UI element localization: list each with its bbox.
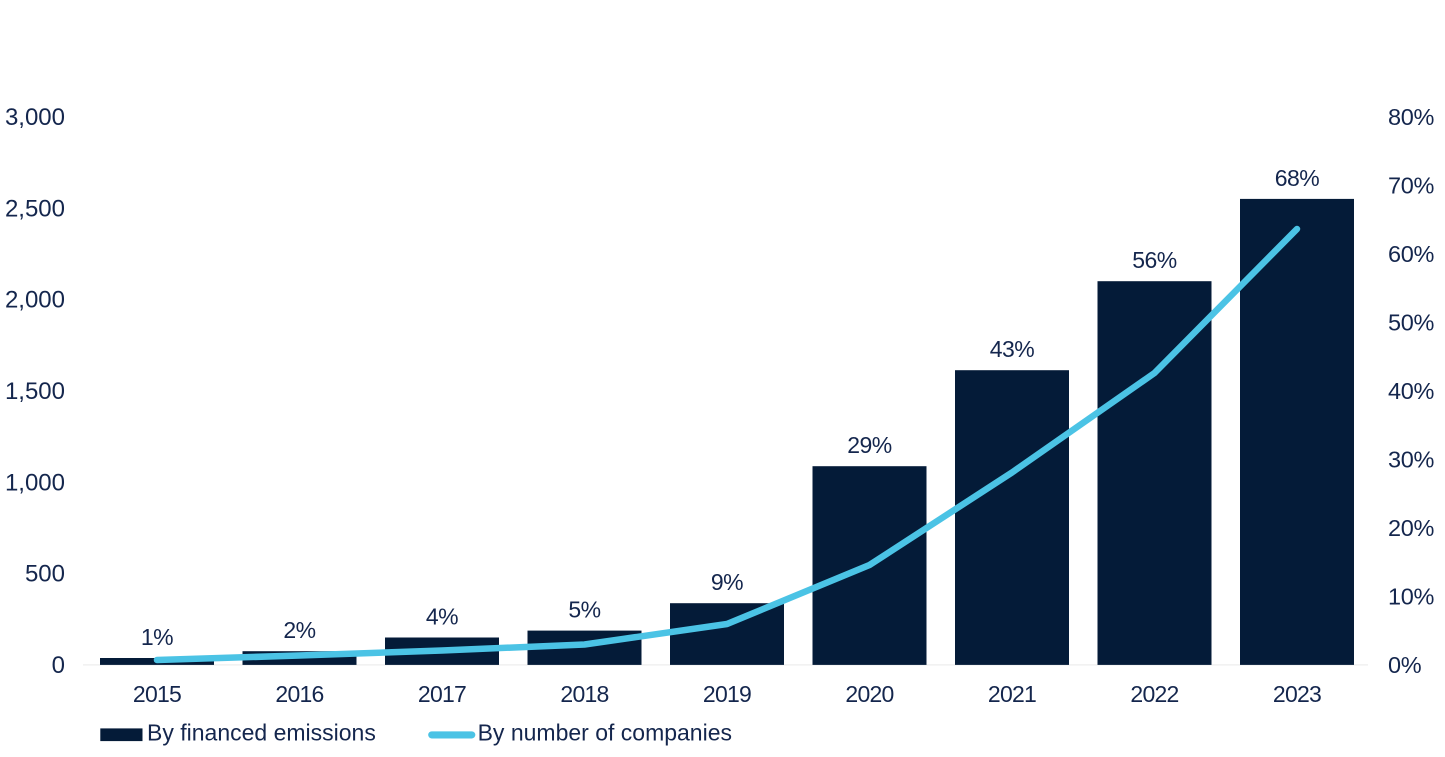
svg-text:68%: 68% (1275, 165, 1320, 191)
svg-text:2017: 2017 (418, 681, 466, 707)
svg-text:40%: 40% (1388, 378, 1435, 404)
svg-text:2015: 2015 (133, 681, 181, 707)
svg-text:2018: 2018 (560, 681, 608, 707)
svg-text:10%: 10% (1388, 584, 1435, 610)
svg-text:By number of companies: By number of companies (478, 720, 732, 746)
svg-text:2%: 2% (283, 617, 315, 643)
svg-text:4%: 4% (426, 604, 458, 630)
svg-text:2022: 2022 (1130, 681, 1178, 707)
svg-text:2,500: 2,500 (5, 195, 65, 222)
svg-text:9%: 9% (711, 569, 743, 595)
svg-text:By financed emissions: By financed emissions (147, 720, 376, 746)
svg-text:30%: 30% (1388, 447, 1435, 473)
svg-text:2,000: 2,000 (5, 287, 65, 314)
svg-text:2019: 2019 (703, 681, 751, 707)
svg-text:500: 500 (25, 561, 65, 588)
svg-text:5%: 5% (568, 597, 600, 623)
svg-text:0%: 0% (1388, 652, 1422, 678)
svg-text:1%: 1% (141, 624, 173, 650)
svg-text:20%: 20% (1388, 515, 1435, 541)
svg-text:2021: 2021 (988, 681, 1036, 707)
svg-text:60%: 60% (1388, 241, 1435, 267)
svg-text:3,000: 3,000 (5, 104, 65, 131)
svg-text:80%: 80% (1388, 104, 1435, 130)
svg-text:1,500: 1,500 (5, 378, 65, 405)
svg-text:0: 0 (52, 652, 65, 679)
svg-text:29%: 29% (847, 432, 892, 458)
svg-text:43%: 43% (990, 336, 1035, 362)
svg-text:56%: 56% (1132, 247, 1177, 273)
svg-text:2023: 2023 (1273, 681, 1321, 707)
svg-text:50%: 50% (1388, 310, 1435, 336)
svg-text:70%: 70% (1388, 172, 1435, 198)
svg-text:2016: 2016 (275, 681, 323, 707)
svg-text:2020: 2020 (845, 681, 893, 707)
svg-text:1,000: 1,000 (5, 469, 65, 496)
